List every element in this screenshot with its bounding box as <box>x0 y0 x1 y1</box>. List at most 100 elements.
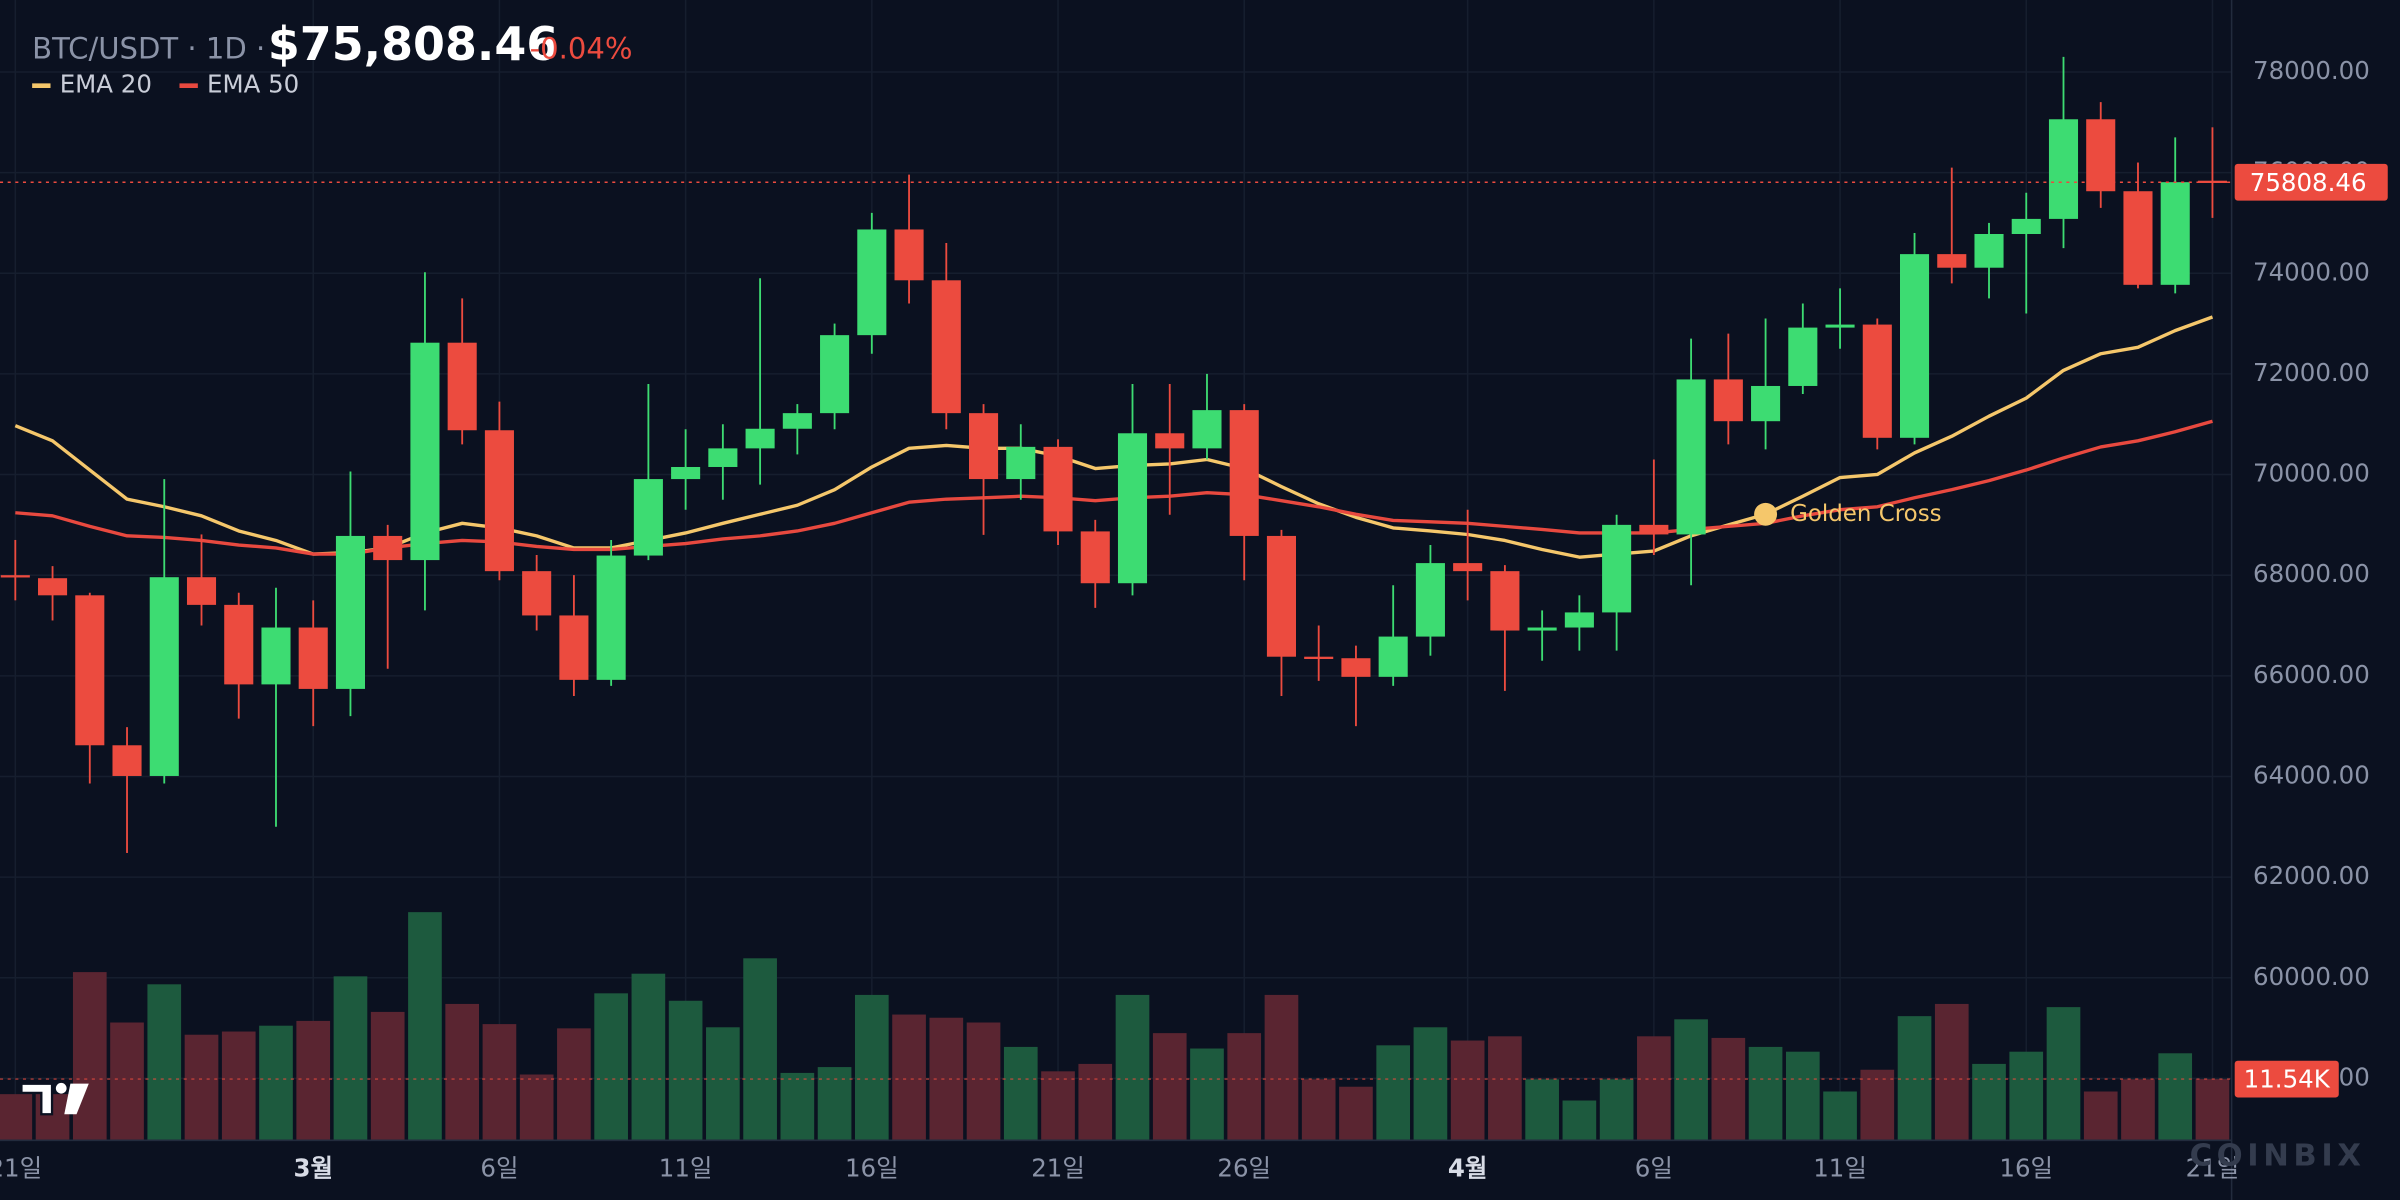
x-tick-label: 16일 <box>1999 1153 2053 1182</box>
tv-logo <box>20 1082 89 1116</box>
volume-bar <box>1599 1079 1634 1141</box>
volume-bar <box>2083 1091 2118 1141</box>
volume-bar <box>1301 1079 1336 1141</box>
candle-body <box>224 604 254 685</box>
candle-body <box>1788 327 1818 386</box>
candle-body <box>671 466 701 480</box>
candle-body <box>1415 563 1445 637</box>
y-tick-label: 70000.00 <box>2253 459 2370 488</box>
last-price-label: 75808.46 <box>2250 168 2367 197</box>
candle-body <box>782 413 812 429</box>
volume-bar <box>1897 1016 1932 1141</box>
volume-bar <box>1860 1069 1895 1141</box>
y-tick-label: 62000.00 <box>2253 861 2370 890</box>
candle-body <box>410 342 440 561</box>
candle-body <box>559 615 589 680</box>
candle-body <box>1862 324 1892 438</box>
candle-body <box>1713 379 1743 422</box>
candle-body <box>708 448 738 467</box>
volume-bar <box>1488 1036 1522 1141</box>
volume-bar <box>1934 1003 1969 1141</box>
candle-body <box>186 577 217 605</box>
x-tick-label: 21일 <box>2186 1153 2240 1182</box>
candle-body <box>596 555 626 680</box>
candle-body <box>2123 191 2153 285</box>
volume-bar <box>296 1020 331 1141</box>
y-tick-label: 74000.00 <box>2253 257 2370 286</box>
volume-bar <box>221 1031 256 1141</box>
x-tick-label: 21일 <box>1031 1153 1085 1182</box>
volume-bar <box>2009 1051 2044 1141</box>
volume-bar <box>1711 1037 1746 1141</box>
volume-bar <box>1525 1079 1559 1141</box>
volume-bar <box>2195 1079 2230 1141</box>
volume-bar <box>594 993 628 1141</box>
candle-body <box>373 535 403 561</box>
volume-bar <box>1413 1027 1448 1141</box>
last-volume-badge <box>2234 1060 2339 1098</box>
volume-bar <box>2046 1007 2081 1141</box>
candle-body <box>894 229 924 281</box>
overlay-layer: Golden Cross 75808.46 11.54K EMA 20 EMA 50 CO… <box>0 70 2388 1174</box>
candle-body <box>0 575 30 578</box>
candle-body <box>38 578 68 596</box>
annotation-dot <box>1754 502 1778 526</box>
x-tick-label: 6일 <box>480 1153 518 1182</box>
candle-body <box>1266 535 1296 657</box>
volume-bar <box>482 1024 517 1141</box>
volume-bar <box>1078 1063 1113 1141</box>
volume-bar <box>1227 1033 1262 1141</box>
y-tick-label: 60000.00 <box>2253 962 2370 991</box>
volume-bar <box>668 1000 703 1141</box>
volume-bar <box>519 1074 554 1141</box>
volume-bar <box>333 976 368 1141</box>
volume-layer <box>0 912 2230 1141</box>
y-tick-label: 72000.00 <box>2253 358 2370 387</box>
volume-bar <box>1041 1071 1075 1141</box>
volume-bar <box>408 912 442 1141</box>
candle-body <box>1899 254 1930 438</box>
candle-body <box>2086 119 2116 192</box>
candle-body <box>1155 433 1185 449</box>
x-tick-label: 6일 <box>1635 1153 1673 1182</box>
volume-bar <box>631 973 666 1141</box>
candle-body <box>1229 410 1259 536</box>
y-tick-label: 68000.00 <box>2253 559 2370 588</box>
volume-bar <box>743 958 777 1141</box>
volume-bar <box>1674 1019 1708 1141</box>
candle-body <box>1751 385 1781 422</box>
x-tick-label: 11일 <box>659 1153 713 1182</box>
candle-body <box>1192 410 1222 449</box>
symbol: BTC/USDT · 1D · <box>32 32 265 66</box>
candle-body <box>522 571 552 616</box>
candle-body <box>335 535 366 689</box>
volume-bar <box>1003 1046 1038 1141</box>
x-tick-label: 4월 <box>1448 1153 1488 1182</box>
volume-bar <box>1450 1040 1485 1141</box>
candle-body <box>1043 446 1073 532</box>
volume-bar <box>1152 1033 1187 1141</box>
watermark: COINBIX <box>2190 1139 2366 1174</box>
annotation-label: Golden Cross <box>1790 501 1942 527</box>
volume-bar <box>1637 1036 1671 1141</box>
candle-body <box>1974 233 2004 268</box>
volume-bar <box>1785 1051 1820 1141</box>
candle-body <box>969 413 999 480</box>
candle-body <box>1937 254 1967 268</box>
change: -0.04% <box>530 32 633 66</box>
volume-bar <box>0 1094 33 1141</box>
volume-bar <box>1972 1063 2006 1141</box>
volume-bar <box>854 994 889 1141</box>
volume-bar <box>1376 1045 1411 1141</box>
candle-body <box>931 280 961 414</box>
volume-bar <box>1190 1048 1224 1141</box>
candle-body <box>484 430 514 572</box>
candle-body <box>857 229 887 336</box>
volume-bar <box>1115 994 1150 1141</box>
candle-body <box>633 479 663 556</box>
candle-body <box>1304 656 1334 660</box>
grid <box>0 0 2232 1141</box>
volume-bar <box>1823 1091 1857 1141</box>
